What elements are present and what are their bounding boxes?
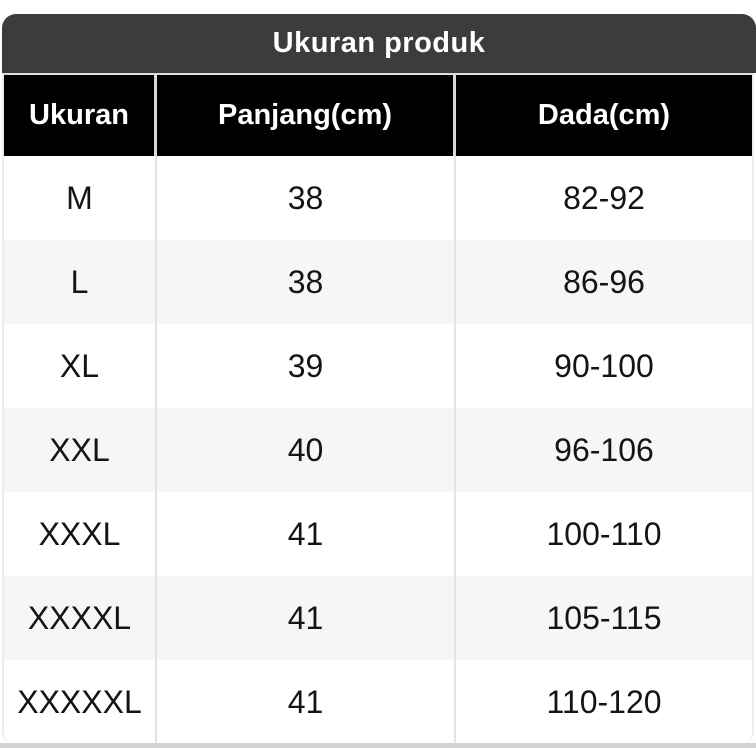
- table-cell: 39: [157, 324, 456, 408]
- column-header-ukuran: Ukuran: [4, 75, 157, 156]
- table-cell: XXXXXL: [4, 660, 157, 744]
- column-header-dada: Dada(cm): [537, 99, 671, 131]
- table-title-bar: Ukuran produk: [2, 14, 756, 73]
- table-cell: 90-100: [554, 347, 654, 384]
- table-cell: L: [4, 240, 157, 324]
- size-table: Ukuran Panjang(cm) Dada(cm) M 38 82-92 L…: [2, 73, 754, 744]
- table-cell: XXL: [4, 408, 157, 492]
- table-cell: 41: [157, 576, 456, 660]
- column-header-panjang: Panjang(cm): [157, 75, 456, 156]
- page-bottom-strip: [0, 743, 756, 748]
- table-cell: XL: [4, 324, 157, 408]
- table-cell: 40: [157, 408, 456, 492]
- table-cell: 38: [157, 240, 456, 324]
- table-row-l: L 38 86-96: [4, 240, 752, 324]
- table-cell: 38: [157, 156, 456, 240]
- table-cell: M: [4, 156, 157, 240]
- table-row-xxxxxl: XXXXXL 41 110-120: [4, 660, 752, 744]
- table-row-xxxl: XXXL 41 100-110: [4, 492, 752, 576]
- table-header-row: Ukuran Panjang(cm) Dada(cm): [4, 75, 752, 156]
- table-row-xl: XL 39 90-100: [4, 324, 752, 408]
- table-row-xxl: XXL 40 96-106: [4, 408, 752, 492]
- table-cell: 110-120: [546, 683, 662, 720]
- table-cell: 41: [157, 660, 456, 744]
- table-cell: 100-110: [546, 515, 662, 552]
- table-cell: 82-92: [563, 179, 645, 216]
- table-cell: 105-115: [546, 599, 662, 636]
- table-cell: XXXL: [4, 492, 157, 576]
- table-row-m: M 38 82-92: [4, 156, 752, 240]
- table-title: Ukuran produk: [272, 27, 486, 59]
- table-row-xxxxl: XXXXL 41 105-115: [4, 576, 752, 660]
- table-cell: 86-96: [563, 263, 645, 300]
- table-cell: XXXXL: [4, 576, 157, 660]
- table-cell: 96-106: [554, 431, 654, 468]
- table-cell: 41: [157, 492, 456, 576]
